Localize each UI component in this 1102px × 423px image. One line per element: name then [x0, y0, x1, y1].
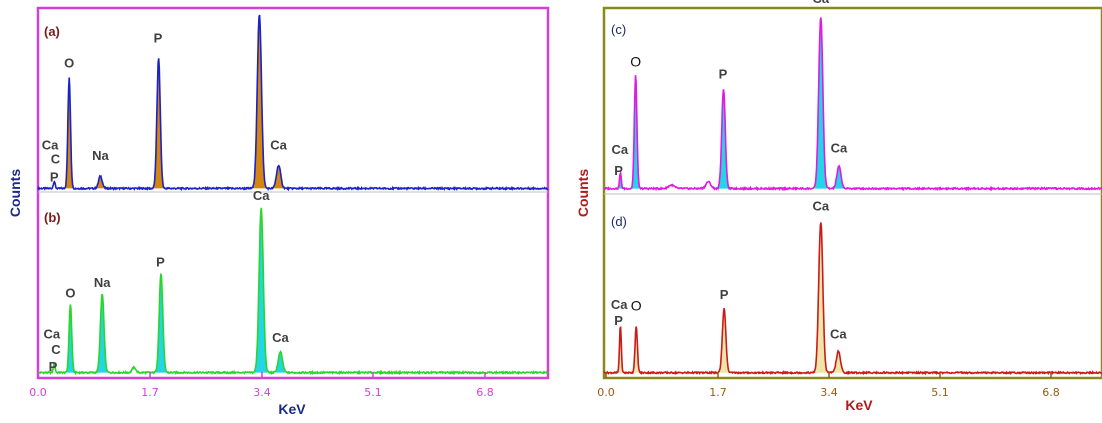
x-tick-label: 3.4 — [253, 386, 271, 399]
figure-right: CaPOPCaCa(c)CaPOPCaCa(d)0.01.73.45.16.8K… — [575, 0, 1102, 413]
peak-label-ca: Ca — [272, 330, 289, 345]
peak-label-p: P — [154, 30, 163, 45]
peak-label-p: P — [49, 359, 58, 374]
peak-label-ca: Ca — [812, 198, 829, 213]
peak-label-ca: Ca — [830, 326, 847, 341]
x-axis-title: KeV — [278, 401, 306, 417]
peak-label-ca: Ca — [43, 326, 60, 341]
panel-tag: (d) — [611, 214, 627, 229]
x-axis-title: KeV — [845, 397, 873, 413]
panel-tag: (c) — [611, 22, 626, 37]
peak-label-ca: Ca — [253, 188, 270, 203]
panel-tag: (a) — [44, 24, 60, 39]
peak-label-ca: Ca — [611, 297, 628, 312]
y-axis-title: Counts — [575, 169, 591, 217]
plot-frame — [36, 6, 550, 380]
peak-label-o: O — [64, 55, 74, 70]
peak-label-o: O — [631, 297, 642, 313]
peak-label-p: P — [720, 287, 729, 302]
spectrum-panel-c: Ca P O P Ca Ca (c) — [603, 0, 1102, 192]
x-tick-label: 3.4 — [820, 386, 838, 399]
peak-label-p: P — [156, 255, 165, 270]
peak-label-ca: Ca — [270, 137, 287, 152]
peak-label-ca: Ca — [42, 137, 59, 152]
x-tick-label: 5.1 — [364, 386, 382, 399]
peak-label-p: P — [50, 169, 59, 184]
peak-label-c: C — [51, 152, 61, 167]
plot-frame — [602, 6, 1102, 380]
peak-label-p: P — [614, 313, 623, 328]
panel-tag: (b) — [44, 210, 61, 225]
peak-label-o: O — [65, 285, 75, 300]
y-axis-title: Counts — [7, 169, 23, 217]
x-tick-label: 0.0 — [29, 386, 47, 399]
peak-label-na: Na — [92, 148, 109, 163]
peak-label-c: C — [51, 342, 61, 357]
peak-label-o: O — [630, 53, 641, 69]
spectrum-line — [37, 207, 549, 376]
x-tick-label: 1.7 — [709, 386, 727, 399]
x-tick-label: 6.8 — [1042, 386, 1060, 399]
figure-left: CaCPONaPCaCa(a)CaCPONaPCaCa(b)0.01.73.45… — [7, 6, 550, 417]
x-tick-label: 0.0 — [597, 386, 615, 399]
peak-label-ca: Ca — [812, 0, 829, 6]
peak-label-ca: Ca — [612, 142, 629, 157]
peak-label-p: P — [719, 66, 728, 81]
spectrum-line — [37, 14, 549, 192]
peak-label-na: Na — [94, 275, 111, 290]
x-tick-label: 1.7 — [141, 386, 159, 399]
x-tick-label: 5.1 — [931, 386, 949, 399]
spectrum-line — [603, 222, 1102, 376]
spectrum-line — [603, 17, 1102, 192]
x-tick-label: 6.8 — [476, 386, 494, 399]
peak-label-p: P — [614, 163, 623, 178]
peak-label-ca: Ca — [831, 140, 848, 155]
